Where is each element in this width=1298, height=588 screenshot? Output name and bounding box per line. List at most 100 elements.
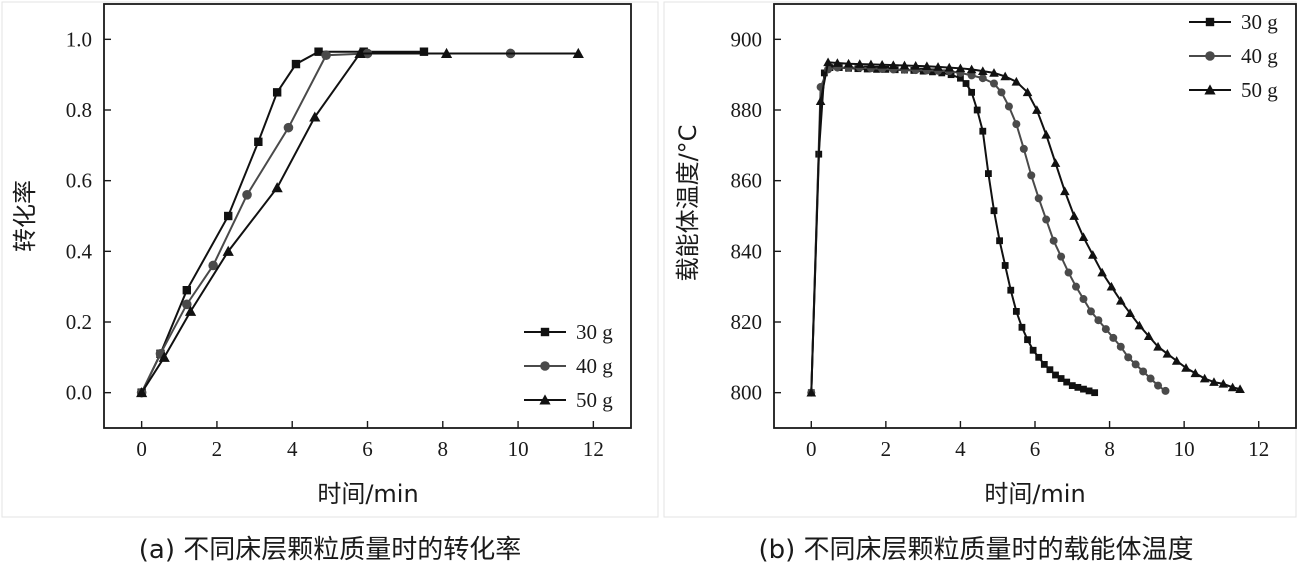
panel-b-legend-label: 50 g [1241,78,1278,102]
panel-b-data-point [929,68,936,76]
panel-b-data-point [968,88,976,96]
panel-b-data-point [1085,387,1093,395]
panel-b-data-point [815,96,826,106]
panel-b-ytick-label: 820 [731,310,763,334]
panel-b-data-point [1046,366,1054,374]
panel-a-xtick-label: 4 [287,437,298,461]
panel-b-caption: (b) 不同床层颗粒质量时的载能体温度 [758,535,1193,565]
panel-b-data-point [1086,307,1095,316]
panel-b-ytick-label: 860 [731,169,763,193]
panel-a-series [136,47,584,398]
panel-a-axes: 0 2 4 6 8 10 12 0.0 0.2 0.4 0.6 0.8 1.0 [66,27,604,461]
panel-a-ytick-label: 0.6 [66,169,92,193]
panel-b-data-point [1049,236,1058,245]
panel-b-xtick-label: 4 [955,437,966,461]
panel-b-series [806,57,1245,397]
panel-b-data-point [957,74,964,82]
panel-b-data-point [1012,120,1021,129]
panel-b-data-point [1024,336,1031,344]
panel-a-data-point [272,88,282,97]
panel-a-data-point [419,47,429,56]
panel-a-data-point [182,286,192,295]
panel-b-data-point [1068,382,1076,389]
panel-a-data-point [314,47,323,56]
panel-b-data-point [955,63,966,73]
panel-b-data-point [1162,349,1173,358]
panel-b-data-point [820,69,828,77]
panel-b-data-point [1115,296,1126,305]
panel-b-xtick-label: 0 [806,437,817,461]
panel-a-data-point [309,111,321,122]
panel-b-data-point [1131,360,1140,369]
panel-b-data-point [1227,382,1238,392]
panel-b-data-point [989,68,999,77]
panel-b-data-point [1012,308,1020,315]
panel-b-data-point [1153,341,1163,351]
panel-a-xtick-label: 2 [212,437,223,461]
panel-b-data-point [806,387,817,397]
panel-b-data-point [1190,368,1201,378]
panel-b-xtick-label: 6 [1030,437,1041,461]
panel-b: 0 2 4 6 8 10 12 800 820 840 860 880 900 时间/min 载能体温度… [663,1,1297,565]
panel-b-data-point [1143,331,1154,340]
panel-a-data-point [440,47,453,58]
panel-a-legend-item: 30 g [524,320,613,344]
panel-a-data-point [354,47,366,58]
panel-a-data-point [242,190,252,200]
panel-a-series-line [140,50,424,394]
panel-a-xtick-label: 8 [438,437,449,461]
panel-b-xlabel: 时间/min [984,480,1085,508]
panel-a-data-point [321,50,331,61]
panel-a-data-point [224,211,233,221]
panel-b-data-point [843,58,854,68]
panel-b-data-point [1116,342,1125,351]
panel-b-data-point [944,62,955,72]
panel-b-legend-marker [1205,17,1215,27]
panel-a-frame [1,1,659,518]
panel-b-data-point [823,57,833,67]
panel-b-series-1 [807,64,1099,397]
panel-a-data-point [136,387,148,398]
panel-b-data-point [1109,333,1118,342]
panel-a-data-point [222,245,234,256]
panel-a-series-1 [137,47,429,397]
panel-b-data-point [1011,76,1022,86]
panel-b-series-line [810,66,1167,393]
panel-b-data-point [966,64,977,74]
panel-b-series-line [810,66,1095,394]
panel-a-ylabel: 转化率 [11,180,39,252]
panel-b-data-point [877,59,887,69]
panel-b-data-point [1079,295,1088,304]
panel-a-legend-marker [540,361,550,371]
panel-b-series-line [810,61,1241,393]
panel-a-series-line [140,52,511,394]
panel-b-data-point [1080,385,1087,393]
panel-b-data-point [866,59,876,69]
panel-b-data-point [1001,262,1009,269]
panel-a-legend-marker [540,327,550,337]
panel-a-data-point [271,182,283,193]
panel-b-data-point [967,71,976,80]
panel-a-xtick-label: 6 [362,437,373,461]
panel-b-data-point [1072,282,1081,291]
panel-b-xtick-label: 12 [1248,437,1269,461]
panel-b-data-point [922,61,932,71]
panel-b-data-point [1050,158,1061,167]
panel-a-legend-label: 40 g [576,354,613,378]
panel-b-data-point [1097,267,1107,277]
panel-b-data-point [933,62,943,71]
panel-b-data-point [832,58,843,67]
panel-a-xtick-label: 10 [508,437,529,461]
panel-b-data-point [1124,353,1133,362]
panel-b-data-point [1125,308,1135,318]
panel-b-ytick-label: 900 [731,27,763,51]
panel-b-data-point [1022,87,1033,97]
panel-b-data-point [989,79,998,88]
panel-b-legend-label: 40 g [1241,44,1278,68]
panel-b-ytick-label: 800 [731,381,763,405]
panel-a-data-point [208,260,218,271]
panel-a-legend-marker [539,394,551,405]
panel-b-ytick-label: 880 [731,98,763,122]
panel-b-data-point [984,170,992,177]
panel-a-series-line [140,52,579,394]
